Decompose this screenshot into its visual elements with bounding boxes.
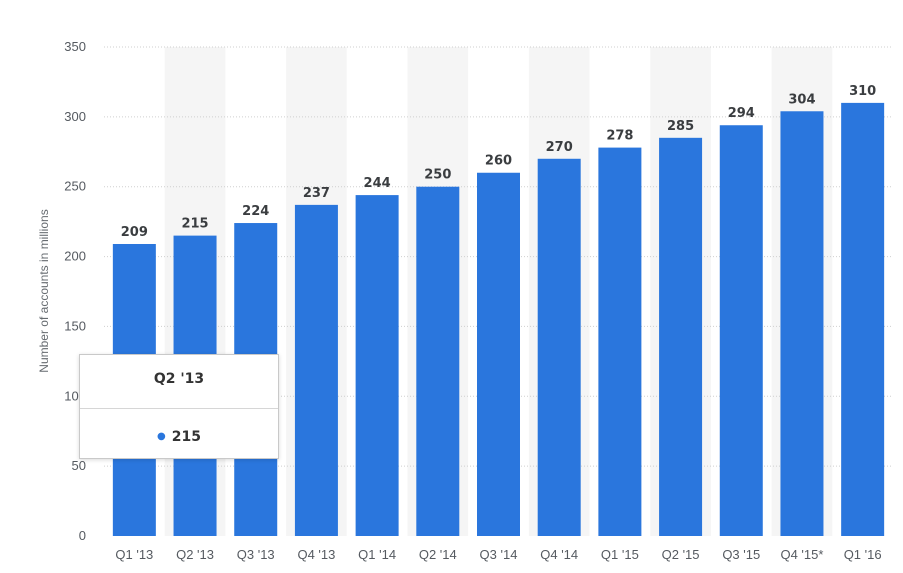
x-tick-label: Q1 '15: [601, 547, 639, 562]
data-label: 285: [667, 119, 694, 134]
bar[interactable]: [841, 102, 885, 536]
data-label: 250: [424, 168, 451, 183]
x-tick-label: Q4 '13: [297, 547, 335, 562]
y-tick-label: 200: [64, 249, 86, 264]
bar[interactable]: [355, 195, 399, 536]
x-tick-label: Q1 '14: [358, 547, 396, 562]
x-tick-label: Q3 '13: [237, 547, 275, 562]
data-label: 224: [242, 204, 269, 219]
y-tick-label: 250: [64, 179, 86, 194]
tooltip-divider: [80, 408, 278, 409]
y-axis-label: Number of accounts in millions: [37, 209, 51, 372]
x-tick-label: Q2 '13: [176, 547, 214, 562]
x-tick-label: Q2 '14: [419, 547, 457, 562]
bar[interactable]: [780, 111, 824, 537]
x-tick-label: Q3 '15: [722, 547, 760, 562]
tooltip-value-row: ● 215: [80, 429, 278, 445]
data-label: 244: [364, 176, 391, 191]
data-label: 237: [303, 186, 330, 201]
tooltip: Q2 '13 ● 215: [79, 354, 279, 459]
bar[interactable]: [537, 158, 581, 536]
bar[interactable]: [598, 147, 642, 536]
y-tick-label: 350: [64, 39, 86, 54]
y-tick-label: 300: [64, 109, 86, 124]
data-label: 260: [485, 154, 512, 169]
y-tick-label: 150: [64, 318, 86, 333]
data-label: 310: [849, 84, 876, 99]
tooltip-value: 215: [171, 429, 201, 445]
data-label: 209: [121, 225, 148, 240]
x-tick-label: Q2 '15: [662, 547, 700, 562]
data-label: 278: [606, 129, 633, 144]
x-tick-label: Q1 '13: [115, 547, 153, 562]
bar[interactable]: [294, 204, 338, 536]
bar[interactable]: [659, 137, 703, 537]
x-tick-label: Q4 '14: [540, 547, 578, 562]
data-label: 270: [546, 140, 573, 155]
x-tick-label: Q4 '15*: [780, 547, 823, 562]
bar[interactable]: [416, 186, 460, 536]
y-tick-label: 50: [72, 458, 86, 473]
bar[interactable]: [477, 172, 520, 536]
bar[interactable]: [719, 125, 763, 537]
x-tick-label: Q3 '14: [480, 547, 518, 562]
series-dot-icon: ●: [157, 431, 166, 442]
tooltip-title: Q2 '13: [153, 371, 205, 387]
data-label: 304: [788, 92, 815, 107]
data-label: 294: [728, 106, 755, 121]
data-labels: 209 215 224 237 244 250 260 270 278 285 294 304 310: [121, 84, 876, 240]
y-tick-label: 0: [79, 528, 86, 543]
x-axis-ticks: Q1 '13 Q2 '13 Q3 '13 Q4 '13 Q1 '14 Q2 '14 Q3 '…: [115, 547, 881, 562]
data-label: 215: [181, 217, 208, 232]
x-tick-label: Q1 '16: [844, 547, 882, 562]
